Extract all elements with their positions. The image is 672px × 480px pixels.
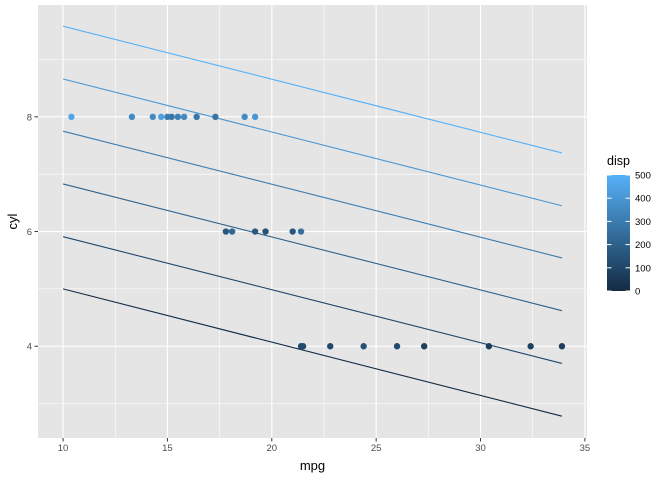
- data-point: [174, 113, 182, 121]
- legend-colorbar: [607, 175, 630, 291]
- minor-gridlines: [38, 5, 587, 438]
- fit-line: [62, 288, 563, 417]
- data-point: [241, 113, 248, 121]
- y-axis-title: cyl: [5, 213, 20, 229]
- data-point: [527, 343, 534, 350]
- legend-label: 300: [635, 217, 651, 228]
- data-point: [360, 343, 367, 350]
- legend-label: 100: [635, 263, 651, 274]
- data-point: [289, 228, 296, 235]
- x-tick-label: 25: [371, 443, 382, 454]
- fit-line: [62, 183, 563, 312]
- fit-line: [62, 130, 563, 259]
- x-tick-label: 20: [267, 443, 278, 454]
- x-tick-label: 30: [475, 443, 486, 454]
- data-point: [149, 113, 157, 121]
- data-point: [212, 113, 219, 121]
- data-point: [180, 113, 188, 121]
- data-point: [262, 228, 269, 235]
- data-point: [68, 113, 75, 121]
- data-point: [228, 228, 236, 235]
- y-axis: 4 6 8: [27, 112, 38, 353]
- data-point: [327, 343, 334, 350]
- y-tick-label: 8: [27, 112, 32, 123]
- data-point: [168, 113, 175, 121]
- data-point: [222, 228, 230, 235]
- x-axis-title: mpg: [300, 458, 325, 473]
- data-point: [251, 113, 259, 121]
- data-point: [297, 228, 305, 235]
- legend-label: 0: [635, 287, 640, 298]
- fit-line: [62, 236, 563, 364]
- data-point: [251, 228, 259, 235]
- data-points: [68, 113, 566, 350]
- y-tick-label: 4: [27, 342, 32, 353]
- legend-title: disp: [607, 154, 630, 168]
- x-tick-label: 10: [58, 443, 69, 454]
- fit-line: [62, 78, 563, 207]
- data-point: [558, 343, 566, 350]
- x-axis: 10 15 20 25 30 35: [58, 438, 590, 454]
- legend-label: 500: [635, 171, 651, 182]
- fit-lines: [62, 25, 563, 417]
- data-point: [193, 113, 200, 121]
- legend-ticks: 0 100 200 300 400 500: [607, 171, 651, 298]
- legend-label: 200: [635, 240, 651, 251]
- color-legend: disp 0 100 200 300 400 500: [607, 154, 651, 298]
- data-point: [393, 343, 401, 350]
- plot-panel: [38, 5, 587, 438]
- data-point: [157, 113, 165, 121]
- data-point: [128, 113, 136, 121]
- data-point: [299, 343, 307, 350]
- fit-line: [62, 25, 563, 154]
- data-point: [420, 343, 428, 350]
- data-point: [485, 343, 493, 350]
- x-tick-label: 15: [162, 443, 173, 454]
- y-tick-label: 6: [27, 227, 32, 238]
- legend-label: 400: [635, 194, 651, 205]
- major-gridlines: [38, 5, 587, 438]
- x-tick-label: 35: [580, 443, 591, 454]
